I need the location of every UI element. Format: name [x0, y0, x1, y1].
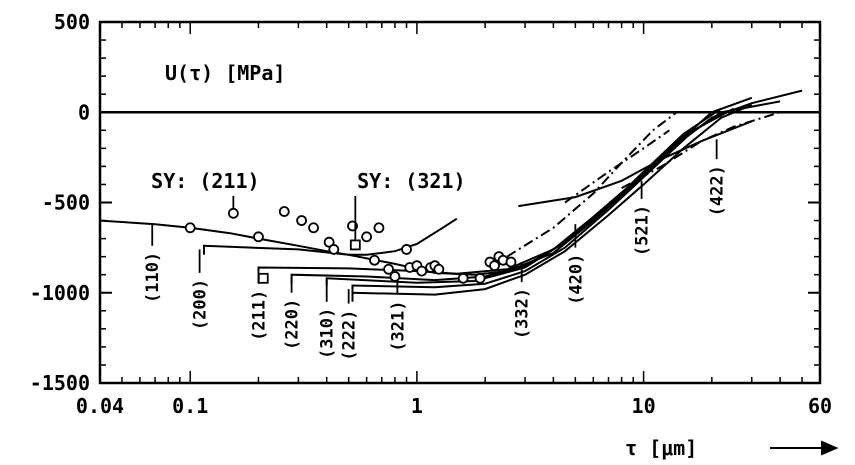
plot-frame	[98, 20, 822, 385]
series-layer	[99, 89, 803, 302]
hkl-label: (220)	[283, 299, 303, 350]
hkl-label: (420)	[566, 254, 586, 305]
data-point-circle	[416, 265, 428, 277]
hkl-label: (310)	[318, 308, 338, 359]
data-point-circle	[457, 272, 469, 284]
series-line	[351, 104, 753, 302]
data-point-square	[349, 239, 361, 251]
data-point-circle	[505, 256, 517, 268]
data-point-circle	[474, 272, 486, 284]
series-line	[325, 107, 735, 286]
y-tick-label: -1500	[30, 371, 90, 395]
sy-label: SY: (211)	[151, 169, 259, 193]
data-point-circle	[401, 244, 412, 255]
data-point-circle	[308, 222, 319, 234]
series-line	[351, 100, 781, 293]
data-point-circle	[328, 244, 340, 255]
data-point-circle	[184, 222, 196, 234]
series-line	[621, 111, 781, 189]
data-point-circle	[389, 271, 401, 282]
data-point-circle	[323, 236, 335, 248]
x-axis-label: τ [μm]	[625, 436, 697, 460]
data-point-circle	[361, 231, 373, 243]
hkl-label: (222)	[340, 310, 360, 361]
x-tick-label: 60	[808, 394, 832, 418]
hkl-label: (422)	[708, 165, 728, 216]
data-point-circle	[433, 263, 445, 275]
hkl-label: (211)	[249, 290, 269, 341]
sy-label: SY: (321)	[357, 169, 465, 193]
x-tick-label: 10	[632, 394, 656, 418]
data-point-circle	[278, 206, 290, 217]
data-point-circle	[369, 254, 380, 266]
markers-layer: SY: (211) SY: (321)	[151, 169, 517, 284]
data-point-circle	[227, 207, 239, 219]
data-point-circle	[489, 260, 500, 272]
inner-label: U(τ) [MPa]	[165, 61, 285, 85]
hkl-label: (321)	[388, 301, 408, 352]
hkl-label: (521)	[633, 205, 653, 256]
hkl-label: (110)	[143, 252, 163, 303]
data-point-circle	[373, 222, 385, 234]
data-point-square	[257, 272, 269, 284]
x-tick-label: 0.1	[172, 394, 208, 418]
x-tick-label: 0.04	[76, 394, 124, 418]
hkl-layer: (110) (200) (211) (220) (310) (222) (321) (332)…	[143, 139, 728, 361]
hkl-label: (332)	[513, 288, 533, 339]
y-tick-label: -500	[42, 191, 90, 215]
data-point-circle	[253, 231, 264, 243]
y-tick-label: 500	[54, 10, 90, 34]
series-line	[564, 129, 670, 204]
y-tick-label: -1000	[30, 281, 90, 305]
x-tick-label: 1	[411, 394, 423, 418]
data-point-circle	[383, 263, 394, 275]
series-line	[506, 111, 678, 258]
data-point-circle	[296, 215, 307, 226]
hkl-label: (200)	[191, 279, 211, 330]
x-axis-arrow-icon	[770, 440, 839, 456]
y-tick-label: 0	[78, 100, 90, 124]
